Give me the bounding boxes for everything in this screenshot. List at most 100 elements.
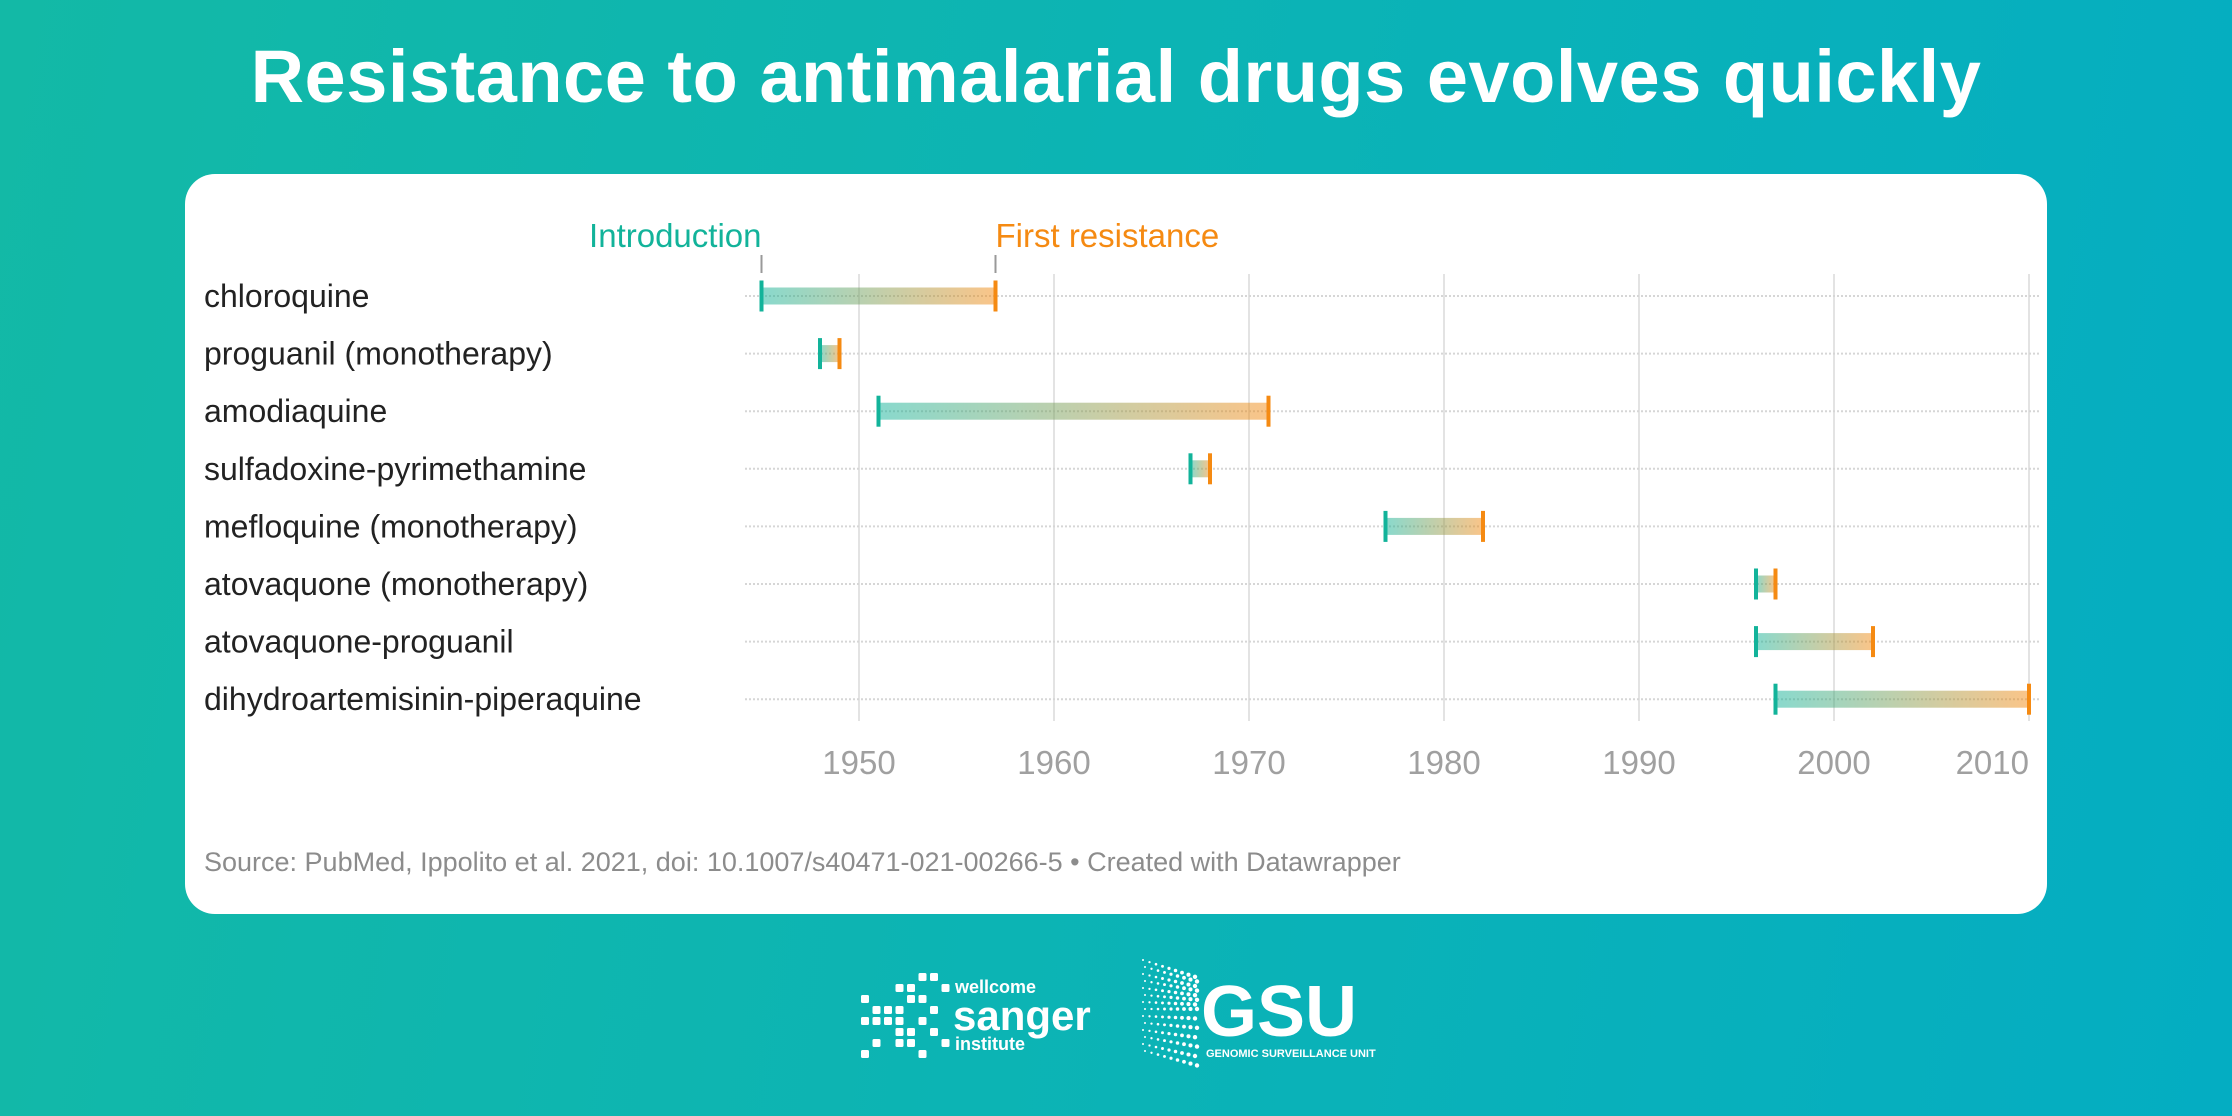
gsu-logo-dot bbox=[1180, 970, 1184, 975]
first-resistance-marker bbox=[1208, 453, 1212, 485]
gsu-logo-dot bbox=[1182, 986, 1186, 991]
gsu-logo-dot bbox=[1163, 1023, 1166, 1027]
gsu-logo-dot bbox=[1188, 977, 1193, 982]
x-tick-label: 1960 bbox=[1017, 744, 1090, 781]
sanger-logo-square bbox=[907, 1039, 915, 1047]
gsu-logo-dot bbox=[1156, 1053, 1160, 1056]
gsu-logo: GSU GENOMIC SURVEILLANCE UNIT bbox=[1142, 959, 1376, 1068]
gsu-logo-dot bbox=[1192, 1002, 1198, 1007]
gsu-logo-dot bbox=[1169, 984, 1173, 988]
gsu-logo-dot bbox=[1163, 983, 1166, 987]
gsu-logo-dot bbox=[1167, 1032, 1171, 1036]
gsu-logo-dot bbox=[1154, 988, 1158, 992]
x-tick-label: 1970 bbox=[1212, 744, 1285, 781]
gsu-logo-dot bbox=[1182, 1007, 1186, 1011]
gsu-logo-dot bbox=[1169, 995, 1173, 1000]
gsu-logo-dot bbox=[1175, 1041, 1180, 1045]
gsu-logo-dot bbox=[1167, 1048, 1171, 1052]
gsu-logo-dot bbox=[1194, 1006, 1200, 1012]
gsu-logo-dot bbox=[1173, 968, 1178, 973]
range-bar bbox=[1775, 690, 2029, 708]
gsu-logo-dot bbox=[1150, 1051, 1153, 1054]
gsu-logo-dot bbox=[1173, 979, 1178, 984]
sanger-logo-square bbox=[895, 1017, 904, 1025]
sanger-logo-square bbox=[872, 1039, 881, 1047]
gsu-logo-dot bbox=[1186, 982, 1191, 987]
gsu-logo-dot bbox=[1142, 1001, 1144, 1003]
introduction-marker bbox=[1383, 510, 1388, 542]
introduction-marker bbox=[759, 280, 764, 312]
gsu-logo-dot bbox=[1192, 993, 1198, 998]
gsu-logo-dot bbox=[1169, 1056, 1173, 1060]
gsu-logo-dot bbox=[1148, 1029, 1151, 1033]
first-resistance-marker bbox=[1266, 395, 1271, 427]
gsu-logo-dot bbox=[1192, 974, 1198, 979]
gsu-logo-dot bbox=[1163, 1007, 1166, 1011]
gsu-logo-dot bbox=[1150, 1022, 1153, 1025]
sanger-logo-square bbox=[872, 1006, 881, 1014]
gsu-logo-dot bbox=[1144, 1050, 1146, 1052]
gsu-logo-dot bbox=[1186, 1016, 1191, 1021]
gsu-logo-dot bbox=[1142, 1015, 1144, 1017]
sanger-logo-square bbox=[918, 1017, 927, 1025]
range-bar bbox=[878, 402, 1269, 420]
sanger-logo-square bbox=[861, 1017, 869, 1025]
gsu-logo-dot bbox=[1194, 1025, 1200, 1031]
x-tick-label: 1990 bbox=[1602, 744, 1675, 781]
sanger-logo-sanger: sanger bbox=[953, 992, 1091, 1039]
gsu-logo-dot bbox=[1154, 975, 1158, 979]
sanger-logo-square bbox=[895, 1028, 904, 1036]
gsu-logo-dot bbox=[1142, 987, 1144, 989]
gsu-logo-dot bbox=[1169, 972, 1173, 976]
gsu-logo-letters: GSU bbox=[1201, 972, 1357, 1052]
gsu-logo-dot bbox=[1150, 1007, 1153, 1011]
page-title: Resistance to antimalarial drugs evolves… bbox=[250, 35, 1982, 118]
introduction-marker bbox=[1754, 568, 1758, 600]
introduction-marker bbox=[1754, 626, 1758, 658]
gsu-logo-dot bbox=[1194, 1044, 1200, 1049]
sanger-logo-square bbox=[895, 1006, 904, 1014]
gsu-logo-dot bbox=[1175, 996, 1180, 1000]
gsu-logo-dot bbox=[1186, 1034, 1191, 1039]
gsu-logo-dot bbox=[1173, 1015, 1178, 1020]
category-label: dihydroartemisinin-piperaquine bbox=[204, 681, 642, 717]
gsu-logo-dot bbox=[1180, 991, 1184, 996]
gsu-logo-dot bbox=[1161, 1015, 1164, 1019]
sanger-logo-square bbox=[907, 1028, 915, 1036]
gsu-logo-dot bbox=[1175, 974, 1180, 978]
source-note: Source: PubMed, Ippolito et al. 2021, do… bbox=[204, 847, 1401, 877]
gsu-logo-dot bbox=[1161, 989, 1164, 993]
gsu-logo-dot bbox=[1163, 1054, 1166, 1058]
gsu-logo-dot bbox=[1144, 994, 1146, 996]
gsu-logo-dot bbox=[1154, 1001, 1158, 1004]
gsu-logo-dot bbox=[1194, 997, 1200, 1002]
gsu-logo-dot bbox=[1192, 1035, 1198, 1040]
gsu-logo-dot bbox=[1194, 979, 1200, 984]
gsu-logo-dot bbox=[1194, 1063, 1200, 1068]
gsu-logo-dot bbox=[1188, 1025, 1193, 1030]
gsu-logo-dot bbox=[1156, 1007, 1160, 1011]
sanger-logo-square bbox=[941, 1039, 950, 1047]
legend-first-resistance: First resistance bbox=[996, 217, 1220, 254]
sanger-logo-square bbox=[930, 1028, 938, 1036]
range-bar bbox=[761, 287, 996, 305]
gsu-logo-dot bbox=[1150, 967, 1153, 970]
sanger-logo-square bbox=[872, 1017, 881, 1025]
gsu-logo-dot bbox=[1167, 1015, 1171, 1019]
gsu-logo-dot bbox=[1192, 1053, 1198, 1059]
gsu-logo-dot bbox=[1163, 995, 1166, 999]
gsu-logo-dot bbox=[1156, 969, 1160, 972]
gsu-logo-dot bbox=[1142, 1029, 1144, 1031]
gsu-logo-dot bbox=[1142, 1043, 1144, 1045]
gsu-logo-dot bbox=[1175, 985, 1180, 989]
gsu-logo-dot bbox=[1150, 981, 1153, 984]
category-label: atovaquone-proguanil bbox=[204, 624, 514, 660]
gsu-logo-dot bbox=[1188, 1006, 1193, 1012]
category-label: amodiaquine bbox=[204, 393, 387, 429]
gsu-logo-dot bbox=[1161, 964, 1164, 968]
x-tick-label: 1980 bbox=[1407, 744, 1480, 781]
gsu-logo-dot bbox=[1161, 1031, 1164, 1035]
gsu-logo-dot bbox=[1156, 982, 1160, 985]
gsu-logo-dot bbox=[1167, 1001, 1171, 1005]
category-label: mefloquine (monotherapy) bbox=[204, 508, 578, 544]
